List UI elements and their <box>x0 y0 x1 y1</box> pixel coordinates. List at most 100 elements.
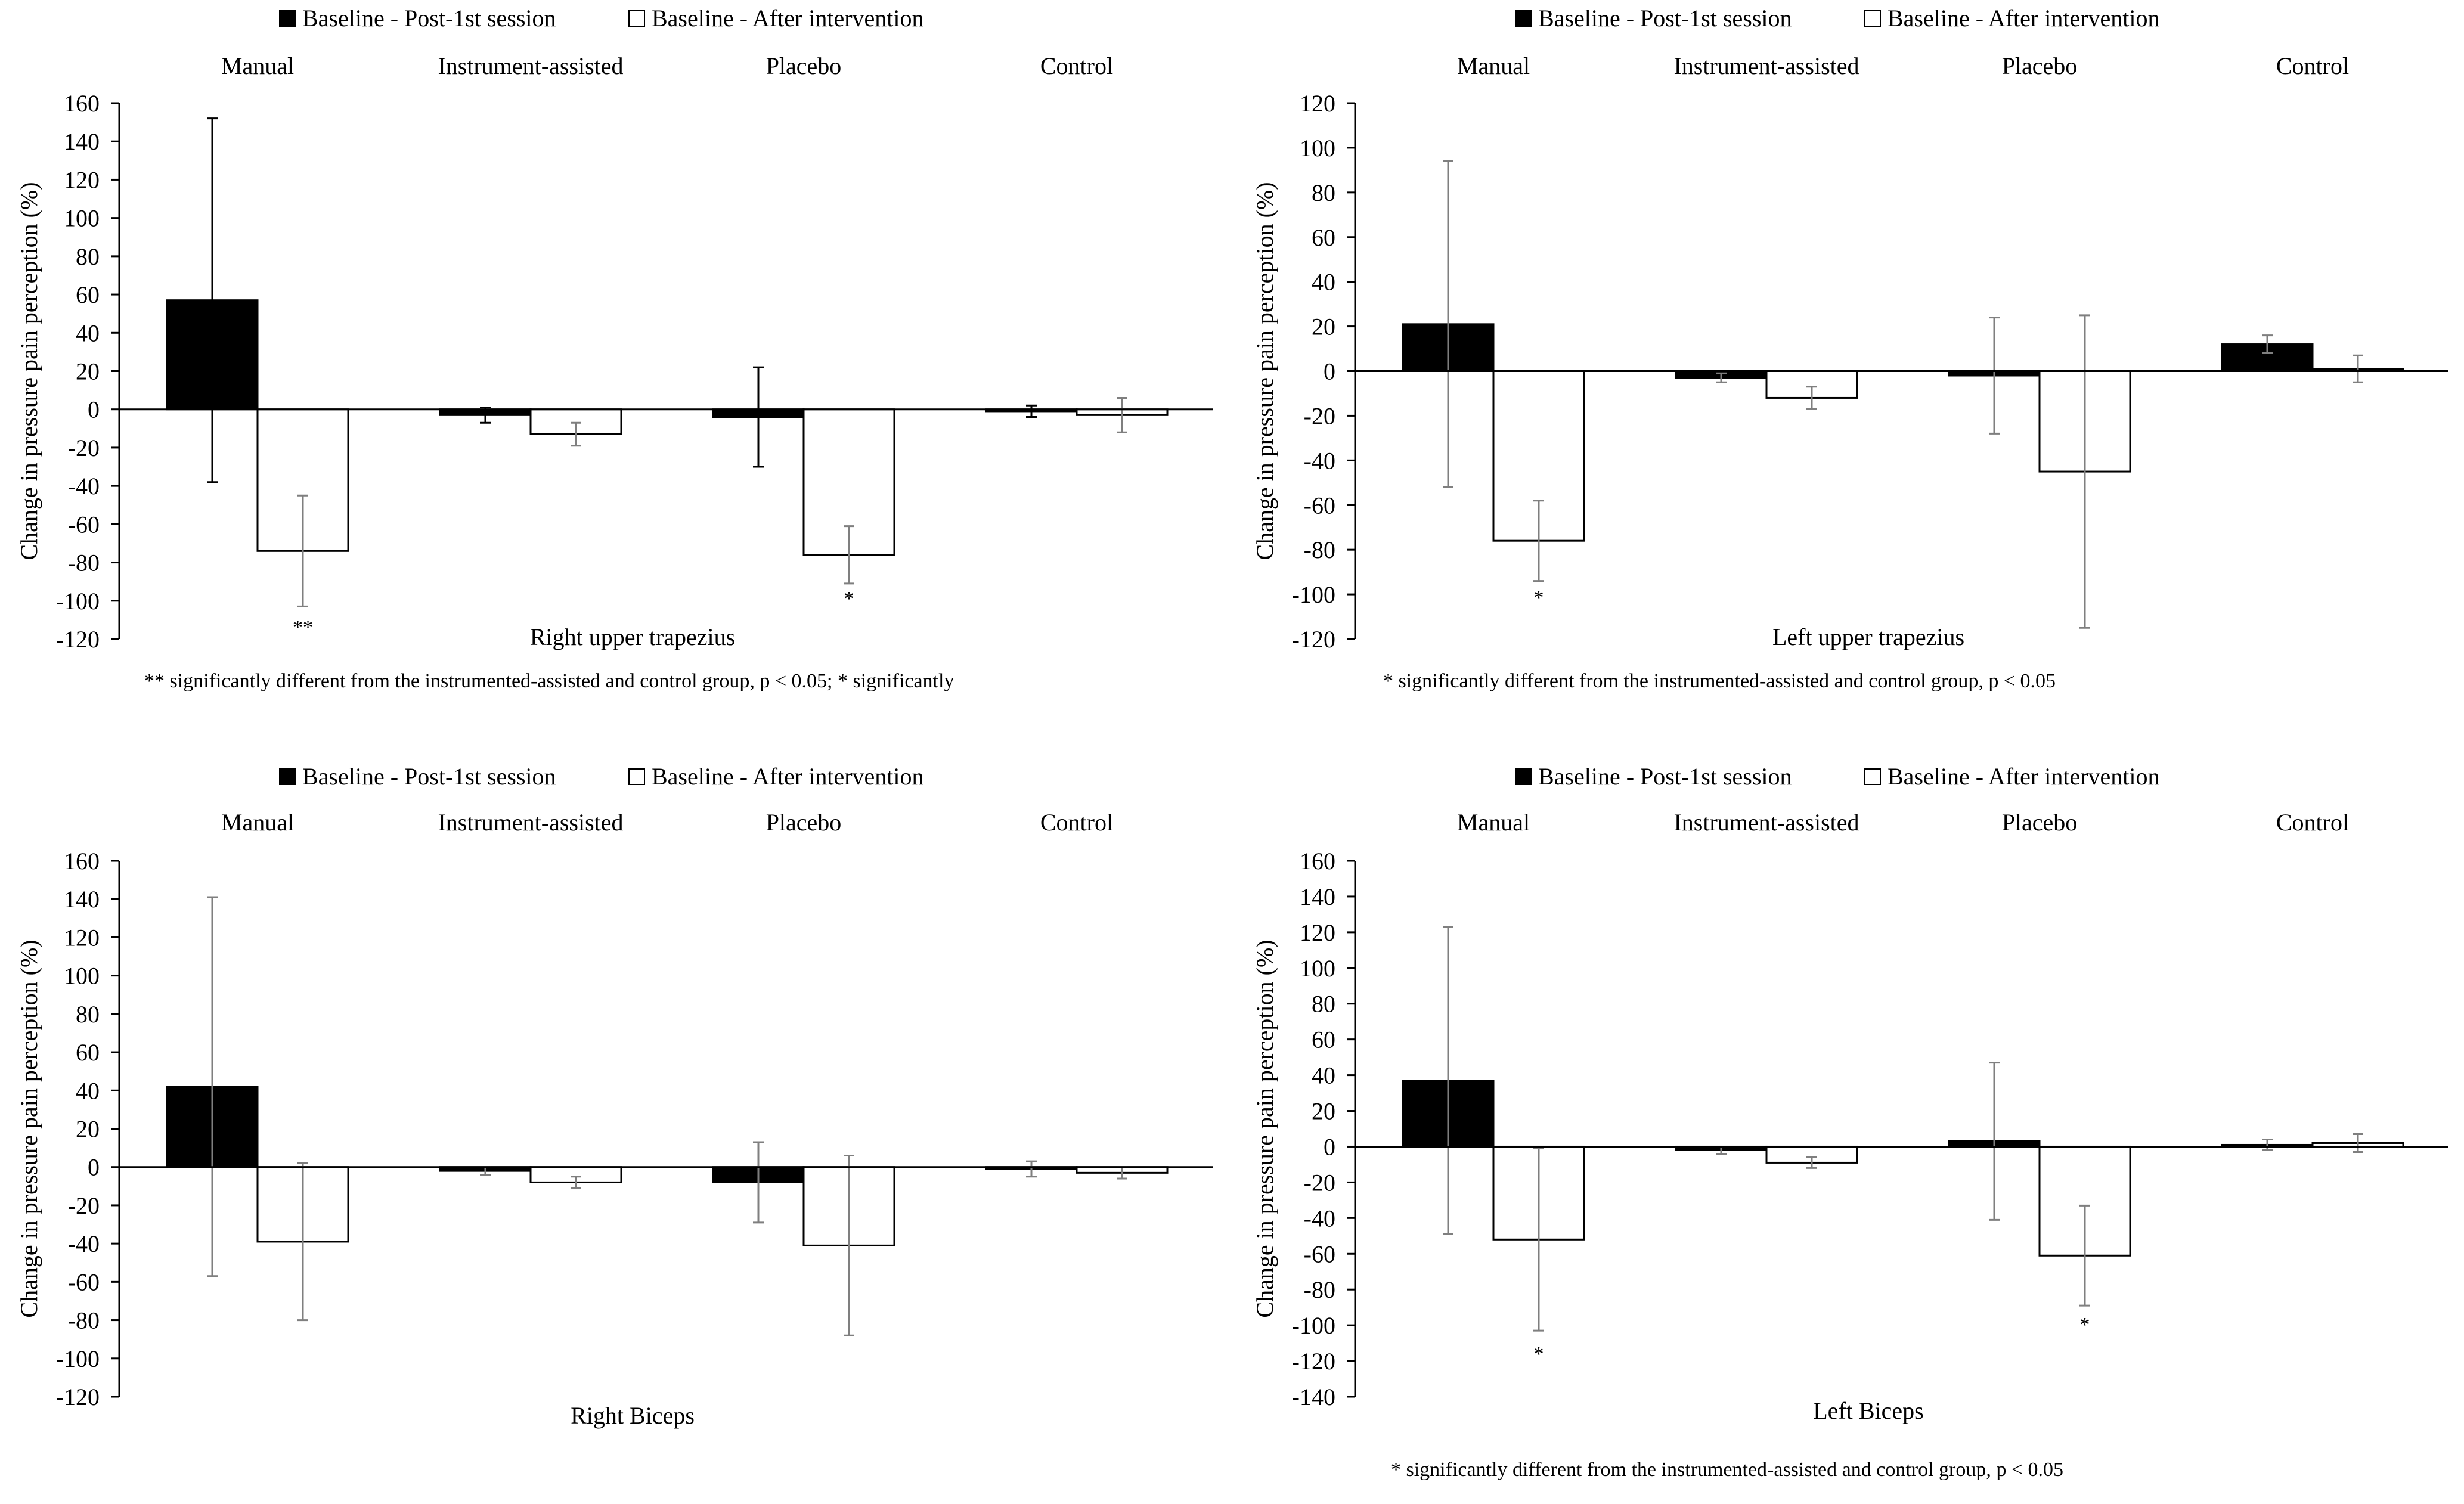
category-label: Instrument-assisted <box>438 809 623 836</box>
y-tick-label: 80 <box>76 1001 100 1028</box>
legend: Baseline - Post-1st session Baseline - Af… <box>1515 5 2160 32</box>
x-axis-title: Left upper trapezius <box>1772 624 1964 650</box>
y-tick-label: 40 <box>76 1077 100 1104</box>
footnote: * significantly different from the instr… <box>1391 1459 2063 1481</box>
x-axis-title: Right upper trapezius <box>530 624 735 650</box>
y-tick-label: 0 <box>88 396 100 423</box>
category-label: Control <box>1040 52 1113 79</box>
y-tick-label: 120 <box>1300 919 1335 946</box>
footnote: * significantly different from the instr… <box>1383 670 2056 692</box>
category-label: Manual <box>221 52 294 79</box>
legend-label-after-intervention: Baseline - After intervention <box>1887 763 2160 790</box>
legend-label-post-1st-session: Baseline - Post-1st session <box>1538 5 1792 32</box>
y-tick-label: 140 <box>64 886 100 913</box>
y-tick-label: 100 <box>1300 955 1335 982</box>
legend: Baseline - Post-1st session Baseline - Af… <box>279 763 924 790</box>
significance-marker: * <box>2080 1314 2090 1336</box>
y-axis-title: Change in pressure pain perception (%) <box>16 182 42 560</box>
y-tick-label: -40 <box>1304 1205 1335 1232</box>
category-label: Instrument-assisted <box>1673 809 1859 836</box>
y-axis-title: Change in pressure pain perception (%) <box>1251 182 1278 560</box>
legend-label-post-1st-session: Baseline - Post-1st session <box>302 5 556 32</box>
category-label: Placebo <box>2002 809 2078 836</box>
category-label: Instrument-assisted <box>438 52 623 79</box>
y-tick-label: 120 <box>64 166 100 193</box>
category-label: Manual <box>221 809 294 836</box>
y-tick-label: 120 <box>1300 90 1335 117</box>
y-tick-label: -80 <box>1304 1276 1335 1303</box>
y-tick-label: 0 <box>1324 358 1335 385</box>
y-tick-label: 20 <box>76 1116 100 1143</box>
y-tick-label: -120 <box>1292 626 1335 653</box>
category-label: Control <box>2276 809 2349 836</box>
panel-1: Baseline - Post-1st session Baseline - Af… <box>16 5 1213 653</box>
y-tick-label: -100 <box>56 588 100 615</box>
y-tick-label: 0 <box>1324 1133 1335 1160</box>
significance-marker: ** <box>293 616 313 638</box>
y-tick-label: 40 <box>1312 269 1335 296</box>
category-label: Instrument-assisted <box>1673 52 1859 79</box>
y-tick-label: 80 <box>1312 991 1335 1018</box>
y-tick-label: 20 <box>1312 314 1335 340</box>
legend-swatch-post-1st-session <box>1515 10 1532 27</box>
y-tick-label: 140 <box>1300 883 1335 910</box>
category-label: Manual <box>1457 809 1530 836</box>
legend-swatch-after-intervention <box>628 10 645 27</box>
y-tick-label: 60 <box>76 1039 100 1066</box>
y-tick-label: -20 <box>68 435 100 461</box>
y-tick-label: 80 <box>1312 179 1335 206</box>
y-tick-label: -20 <box>1304 402 1335 429</box>
y-tick-label: -100 <box>56 1345 100 1372</box>
legend-swatch-after-intervention <box>1864 10 1881 27</box>
panel-2: Baseline - Post-1st session Baseline - Af… <box>1251 5 2448 653</box>
category-label: Placebo <box>2002 52 2078 79</box>
x-axis-title: Right Biceps <box>571 1402 695 1429</box>
legend-swatch-after-intervention <box>1864 768 1881 785</box>
legend: Baseline - Post-1st session Baseline - Af… <box>1515 763 2160 790</box>
y-tick-label: 160 <box>64 848 100 875</box>
legend-label-post-1st-session: Baseline - Post-1st session <box>302 763 556 790</box>
y-tick-label: 160 <box>64 90 100 117</box>
y-tick-label: 100 <box>1300 135 1335 162</box>
x-axis-title: Left Biceps <box>1813 1397 1924 1424</box>
significance-marker: * <box>1534 1343 1544 1365</box>
y-tick-label: 0 <box>88 1154 100 1181</box>
y-tick-label: 60 <box>1312 224 1335 251</box>
y-tick-label: -80 <box>68 550 100 576</box>
panel-3: Baseline - Post-1st session Baseline - Af… <box>16 763 1213 1429</box>
y-tick-label: -40 <box>68 473 100 500</box>
y-tick-label: -100 <box>1292 1312 1335 1339</box>
legend-label-after-intervention: Baseline - After intervention <box>652 5 924 32</box>
y-tick-label: 140 <box>64 128 100 155</box>
y-tick-label: 120 <box>64 924 100 951</box>
y-tick-label: -100 <box>1292 581 1335 608</box>
y-tick-label: 80 <box>76 243 100 270</box>
y-tick-label: -20 <box>1304 1169 1335 1196</box>
significance-marker: * <box>844 588 854 610</box>
y-tick-label: -60 <box>68 1269 100 1295</box>
legend-swatch-post-1st-session <box>1515 768 1532 785</box>
y-axis-title: Change in pressure pain perception (%) <box>16 939 42 1317</box>
category-label: Control <box>1040 809 1113 836</box>
y-tick-label: -140 <box>1292 1384 1335 1410</box>
y-tick-label: -60 <box>1304 492 1335 519</box>
y-tick-label: -20 <box>68 1192 100 1219</box>
y-tick-label: -80 <box>1304 537 1335 563</box>
legend-swatch-post-1st-session <box>279 768 296 785</box>
y-tick-label: 20 <box>76 358 100 385</box>
legend: Baseline - Post-1st session Baseline - Af… <box>279 5 924 32</box>
y-tick-label: 100 <box>64 963 100 990</box>
y-tick-label: -40 <box>1304 447 1335 474</box>
y-axis-title: Change in pressure pain perception (%) <box>1251 939 1278 1317</box>
significance-marker: * <box>1534 587 1544 609</box>
category-label: Control <box>2276 52 2349 79</box>
legend-swatch-post-1st-session <box>279 10 296 27</box>
footnote: ** significantly different from the inst… <box>144 670 954 692</box>
legend-swatch-after-intervention <box>628 768 645 785</box>
category-label: Manual <box>1457 52 1530 79</box>
legend-label-after-intervention: Baseline - After intervention <box>652 763 924 790</box>
legend-label-after-intervention: Baseline - After intervention <box>1887 5 2160 32</box>
legend-label-post-1st-session: Baseline - Post-1st session <box>1538 763 1792 790</box>
y-tick-label: -120 <box>1292 1348 1335 1375</box>
